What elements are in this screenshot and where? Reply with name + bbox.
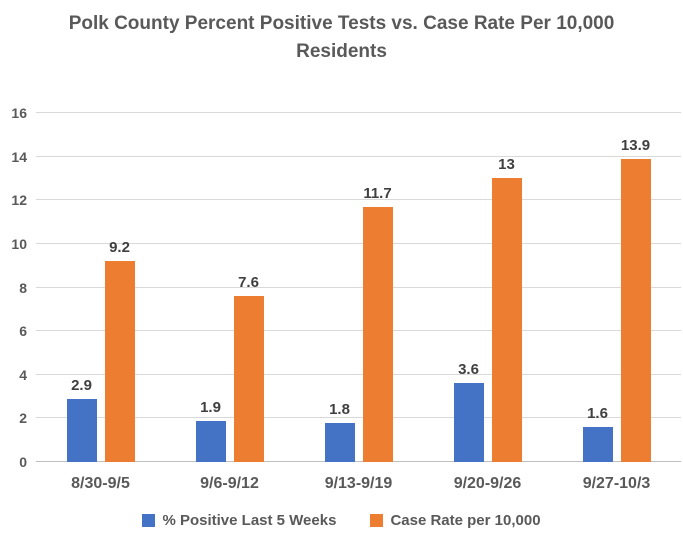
bar-value-label: 3.6 <box>458 361 479 379</box>
bar: 11.7 <box>362 185 393 462</box>
y-axis-tick-label: 8 <box>19 279 27 296</box>
x-axis-category-label: 9/13-9/19 <box>324 475 393 492</box>
y-axis-tick-label: 14 <box>11 148 27 165</box>
y-axis-tick-label: 0 <box>19 454 27 470</box>
x-axis-category-label: 9/27-10/3 <box>582 475 651 492</box>
legend-swatch-icon <box>370 514 384 527</box>
y-axis: 0 2 4 6 8 10 12 14 16 <box>0 105 27 470</box>
bar: 1.8 <box>324 401 355 462</box>
chart-title-text: Polk County Percent Positive Tests vs. C… <box>68 13 615 62</box>
gridline <box>36 417 681 419</box>
bar-group: 1.8 11.7 <box>294 113 423 462</box>
y-axis-tick-label: 2 <box>19 410 27 427</box>
x-axis-category-label: 9/20-9/26 <box>453 475 522 492</box>
plot-area: 2.9 9.2 8/30-9/5 1.9 7.6 9/6-9/12 1.8 11.7 9/13-… <box>36 112 681 492</box>
legend-swatch-icon <box>142 514 156 527</box>
x-axis-line <box>36 461 681 462</box>
y-axis-tick-label: 12 <box>11 192 27 209</box>
legend-item: Case Rate per 10,000 <box>370 512 541 529</box>
bar: 2.9 <box>66 377 97 462</box>
y-axis-tick-label: 4 <box>19 366 27 383</box>
bar-group: 1.6 13.9 <box>552 113 681 462</box>
chart-title: Polk County Percent Positive Tests vs. C… <box>0 10 683 66</box>
bar-value-label: 9.2 <box>109 239 130 257</box>
bar-value-label: 2.9 <box>71 376 92 394</box>
bar-value-label: 13 <box>498 156 515 174</box>
y-axis-tick-label: 16 <box>11 105 27 121</box>
bar: 7.6 <box>233 274 264 462</box>
bar: 13 <box>491 156 522 462</box>
x-axis-category-label: 8/30-9/5 <box>71 475 130 492</box>
gridline <box>36 242 681 244</box>
legend-label: % Positive Last 5 Weeks <box>162 512 337 529</box>
bar-value-label: 1.9 <box>200 398 221 416</box>
gridline <box>36 286 681 288</box>
x-axis-category-label: 9/6-9/12 <box>200 475 259 492</box>
legend-item: % Positive Last 5 Weeks <box>142 512 336 529</box>
gridline <box>36 155 681 157</box>
y-axis-tick-label: 6 <box>19 323 27 340</box>
bar-value-label: 1.6 <box>587 405 608 423</box>
gridline <box>36 199 681 201</box>
bar: 9.2 <box>104 239 135 462</box>
bar-group: 2.9 9.2 <box>36 113 165 462</box>
bar-value-label: 1.8 <box>329 400 350 418</box>
gridline <box>36 112 681 113</box>
legend: % Positive Last 5 Weeks Case Rate per 10,… <box>0 512 683 529</box>
y-axis-tick-label: 10 <box>11 235 27 252</box>
bar-value-label: 11.7 <box>363 184 392 202</box>
bar-value-label: 13.9 <box>620 136 651 154</box>
bar: 1.6 <box>582 405 613 462</box>
bar: 1.9 <box>195 399 226 462</box>
bar: 13.9 <box>620 137 651 462</box>
gridline <box>36 330 681 332</box>
bar-value-label: 7.6 <box>238 274 259 292</box>
gridline <box>36 373 681 375</box>
bar-group: 3.6 13 <box>423 113 552 462</box>
legend-label: Case Rate per 10,000 <box>390 512 541 529</box>
bar: 3.6 <box>453 361 484 462</box>
bar-group: 1.9 7.6 <box>165 113 294 462</box>
